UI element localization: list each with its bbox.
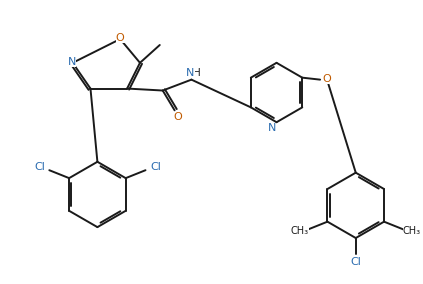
- Text: O: O: [116, 33, 124, 43]
- Text: Cl: Cl: [150, 162, 161, 172]
- Text: N: N: [186, 68, 195, 78]
- Text: Cl: Cl: [34, 162, 45, 172]
- Text: CH₃: CH₃: [403, 225, 421, 236]
- Text: O: O: [323, 74, 331, 84]
- Text: N: N: [267, 123, 276, 133]
- Text: N: N: [68, 57, 76, 67]
- Text: Cl: Cl: [350, 257, 361, 267]
- Text: O: O: [173, 112, 182, 122]
- Text: CH₃: CH₃: [291, 225, 309, 236]
- Text: H: H: [192, 68, 200, 78]
